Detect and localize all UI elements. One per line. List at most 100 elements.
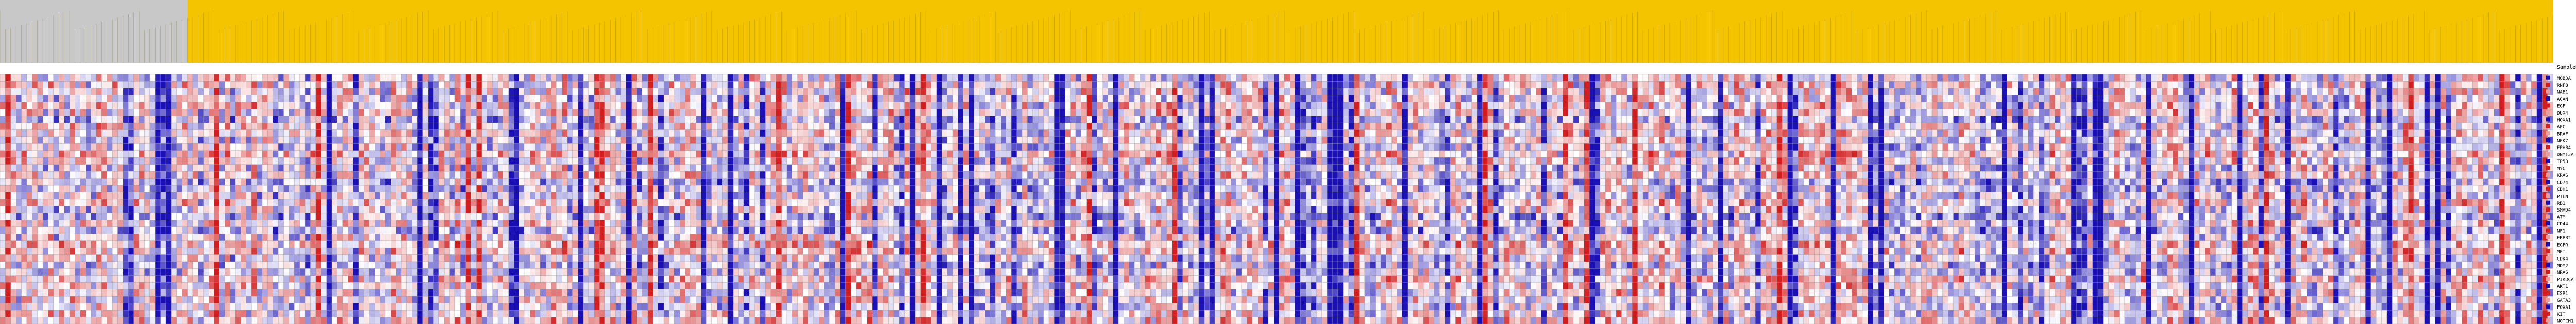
heatmap-cell bbox=[444, 171, 450, 179]
heatmap-cell bbox=[149, 116, 156, 123]
heatmap-cell bbox=[176, 317, 182, 324]
heatmap-cell bbox=[647, 254, 653, 262]
heatmap-cell bbox=[133, 136, 140, 144]
heatmap-cell bbox=[530, 247, 535, 255]
heatmap-cell bbox=[647, 234, 653, 241]
heatmap-cell bbox=[139, 247, 145, 255]
heatmap-cell bbox=[578, 143, 584, 151]
heatmap-cell bbox=[631, 192, 637, 200]
heatmap-cell bbox=[476, 150, 482, 158]
heatmap-cell bbox=[176, 289, 182, 297]
heatmap-cell bbox=[133, 171, 140, 179]
heatmap-cell bbox=[219, 199, 225, 206]
heatmap-cell bbox=[48, 122, 54, 130]
heatmap-cell bbox=[299, 88, 306, 95]
heatmap-cell bbox=[310, 122, 316, 130]
heatmap-cell bbox=[198, 282, 204, 289]
heatmap-cell bbox=[144, 81, 150, 89]
heatmap-cell bbox=[380, 268, 386, 276]
heatmap-cell bbox=[380, 129, 386, 137]
heatmap-cell bbox=[198, 102, 204, 109]
heatmap-cell bbox=[530, 213, 535, 220]
heatmap-cell bbox=[578, 261, 584, 269]
heatmap-cell bbox=[412, 296, 418, 303]
heatmap-cell bbox=[304, 185, 311, 192]
heatmap-cell bbox=[165, 178, 172, 186]
heatmap-cell bbox=[610, 157, 616, 165]
heatmap-cell bbox=[214, 74, 220, 82]
heatmap-cell bbox=[32, 150, 38, 158]
heatmap-cell bbox=[5, 289, 11, 297]
heatmap-cell bbox=[433, 192, 439, 200]
heatmap-cell bbox=[353, 254, 359, 262]
heatmap-cell bbox=[21, 95, 27, 102]
heatmap-cell bbox=[112, 178, 118, 186]
heatmap-cell bbox=[353, 240, 359, 248]
heatmap-cell bbox=[5, 268, 11, 276]
heatmap-cell bbox=[492, 157, 498, 165]
heatmap-cell bbox=[391, 164, 396, 172]
heatmap-cell bbox=[165, 129, 172, 137]
heatmap-cell bbox=[465, 261, 471, 269]
heatmap-cell bbox=[42, 164, 48, 172]
heatmap-cell bbox=[481, 268, 487, 276]
heatmap-cell bbox=[438, 88, 445, 95]
heatmap-cell bbox=[348, 122, 353, 130]
heatmap-cell bbox=[160, 220, 166, 227]
heatmap-cell bbox=[465, 164, 471, 172]
heatmap-cell bbox=[572, 247, 579, 255]
heatmap-cell bbox=[530, 296, 535, 303]
heatmap-cell bbox=[514, 81, 519, 89]
heatmap-cell bbox=[21, 129, 27, 137]
group-band-normal bbox=[0, 0, 188, 63]
heatmap-cell bbox=[658, 164, 664, 172]
heatmap-cell bbox=[380, 143, 386, 151]
heatmap-cell bbox=[225, 109, 230, 116]
heatmap-cell bbox=[187, 129, 193, 137]
heatmap-cell bbox=[396, 171, 402, 179]
heatmap-cell bbox=[219, 296, 225, 303]
heatmap-cell bbox=[599, 261, 605, 269]
heatmap-cell bbox=[556, 102, 562, 109]
heatmap-cell bbox=[182, 150, 188, 158]
heatmap-cell bbox=[241, 81, 246, 89]
heatmap-cell bbox=[192, 164, 198, 172]
heatmap-cell bbox=[48, 185, 54, 192]
heatmap-cell bbox=[583, 116, 589, 123]
heatmap-cell bbox=[497, 157, 503, 165]
heatmap-cell bbox=[21, 254, 27, 262]
heatmap-cell bbox=[470, 220, 477, 227]
heatmap-cell bbox=[16, 296, 22, 303]
heatmap-cell bbox=[604, 150, 611, 158]
heatmap-cell bbox=[176, 157, 182, 165]
heatmap-cell bbox=[503, 226, 509, 234]
heatmap-cell bbox=[176, 213, 182, 220]
heatmap-cell bbox=[64, 164, 70, 172]
heatmap-cell bbox=[369, 289, 375, 297]
heatmap-cell bbox=[583, 150, 589, 158]
heatmap-cell bbox=[497, 81, 503, 89]
heatmap-cell bbox=[417, 220, 423, 227]
heatmap-cell bbox=[278, 95, 284, 102]
heatmap-cell bbox=[497, 116, 503, 123]
heatmap-cell bbox=[583, 95, 589, 102]
heatmap-cell bbox=[230, 178, 236, 186]
heatmap-cell bbox=[546, 268, 552, 276]
heatmap-cell bbox=[331, 116, 337, 123]
heatmap-cell bbox=[144, 143, 150, 151]
heatmap-cell bbox=[289, 220, 295, 227]
heatmap-cell bbox=[123, 213, 129, 220]
heatmap-cell bbox=[219, 206, 225, 214]
heatmap-cell bbox=[428, 178, 434, 186]
heatmap-cell bbox=[251, 109, 257, 116]
heatmap-cell bbox=[139, 234, 145, 241]
heatmap-cell bbox=[80, 116, 86, 123]
heatmap-cell bbox=[187, 282, 193, 289]
heatmap-cell bbox=[75, 261, 80, 269]
heatmap-cell bbox=[428, 74, 434, 82]
heatmap-cell bbox=[524, 116, 530, 123]
heatmap-cell bbox=[444, 240, 450, 248]
heatmap-cell bbox=[476, 122, 482, 130]
heatmap-cell bbox=[465, 150, 471, 158]
heatmap-cell bbox=[385, 88, 391, 95]
